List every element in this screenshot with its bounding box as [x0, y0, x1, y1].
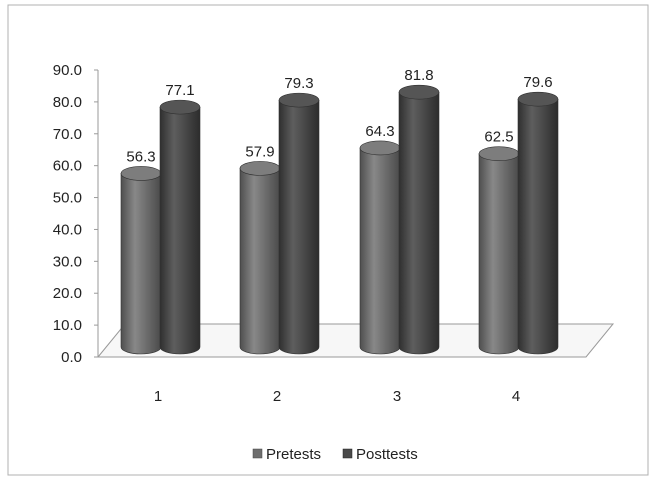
data-label: 56.3	[126, 148, 155, 165]
bar-top	[398, 84, 440, 100]
bar-body	[478, 153, 520, 355]
bar-pretests-2	[239, 161, 281, 355]
y-tick-label: 80.0	[53, 94, 82, 111]
legend-swatch-posttests	[342, 448, 353, 459]
data-label: 64.3	[365, 123, 394, 140]
y-tick-label: 60.0	[53, 158, 82, 175]
legend-label-pretests: Pretests	[266, 446, 321, 463]
bar-top	[159, 99, 201, 115]
bar-posttests-3	[398, 84, 440, 355]
bar-body	[517, 98, 559, 355]
y-tick-label: 90.0	[53, 62, 82, 79]
bar-body	[398, 91, 440, 355]
bar-pretests-4	[478, 146, 520, 355]
x-axis-ticks: 1 2 3 4	[154, 388, 520, 405]
y-tick-label: 30.0	[53, 253, 82, 270]
data-labels: 56.3 77.1 57.9 79.3 64.3 81.8 62.5 79.6	[126, 67, 552, 165]
bar-pretests-3	[359, 140, 401, 355]
bar-body	[239, 168, 281, 355]
bar-body	[359, 147, 401, 355]
y-tick-label: 10.0	[53, 317, 82, 334]
legend: Pretests Posttests	[252, 446, 418, 463]
data-label: 57.9	[245, 143, 274, 160]
y-tick-label: 20.0	[53, 285, 82, 302]
y-tick-label: 70.0	[53, 126, 82, 143]
bar-top	[120, 166, 162, 181]
bars	[120, 84, 559, 355]
bar-top	[478, 146, 520, 161]
bar-top	[517, 91, 559, 107]
bar-posttests-2	[278, 92, 320, 355]
bar-body	[120, 173, 162, 355]
x-tick-label: 2	[273, 388, 281, 405]
x-tick-label: 4	[512, 388, 520, 405]
y-tick-label: 0.0	[61, 349, 82, 366]
data-label: 79.3	[284, 75, 313, 92]
bar-body	[278, 99, 320, 355]
bar-posttests-1	[159, 99, 201, 355]
bar-top	[239, 161, 281, 176]
data-label: 77.1	[165, 82, 194, 99]
y-tick-label: 40.0	[53, 221, 82, 238]
x-tick-label: 1	[154, 388, 162, 405]
data-label: 79.6	[523, 74, 552, 91]
bar-top	[278, 92, 320, 108]
bar-pretests-1	[120, 166, 162, 355]
bar-body	[159, 106, 201, 355]
legend-swatch-pretests	[252, 448, 263, 459]
bar-top	[359, 140, 401, 156]
bar-posttests-4	[517, 91, 559, 355]
y-tick-label: 50.0	[53, 190, 82, 207]
legend-label-posttests: Posttests	[356, 446, 418, 463]
data-label: 81.8	[404, 67, 433, 84]
y-axis-ticks: 0.0 10.0 20.0 30.0 40.0 50.0 60.0 70.0 80.0 90.0	[53, 62, 98, 366]
x-tick-label: 3	[393, 388, 401, 405]
data-label: 62.5	[484, 129, 513, 146]
